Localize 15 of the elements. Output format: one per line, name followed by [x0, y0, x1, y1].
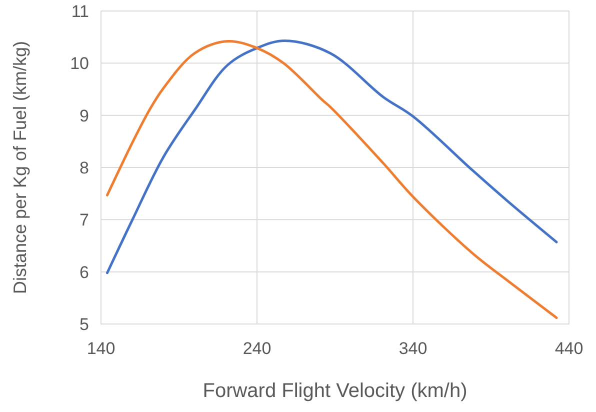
y-tick-label: 10: [70, 54, 89, 74]
y-axis-title: Distance per Kg of Fuel (km/kg): [10, 40, 30, 294]
y-tick-label: 11: [71, 2, 89, 21]
line-series: [106, 40, 558, 319]
y-tick-label: 9: [80, 106, 89, 126]
x-axis-title: Forward Flight Velocity (km/h): [202, 380, 468, 402]
y-tick-label: 5: [80, 314, 89, 334]
x-tick-label: 140: [86, 339, 116, 358]
line-series: [106, 39, 558, 274]
y-tick-label: 6: [80, 262, 89, 282]
x-tick-label: 440: [554, 339, 584, 358]
x-tick-label: 240: [242, 339, 272, 358]
y-tick-label: 7: [80, 210, 89, 230]
x-tick-label: 340: [398, 339, 428, 358]
y-tick-label: 8: [80, 158, 89, 178]
